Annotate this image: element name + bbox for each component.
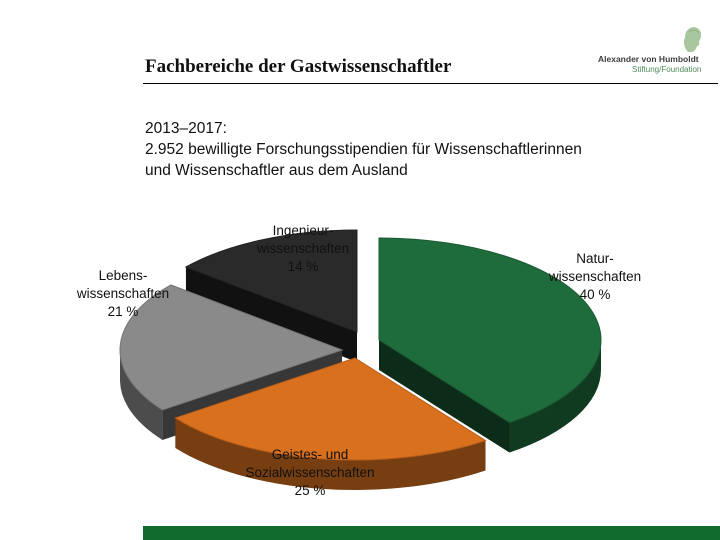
logo-name: Alexander von Humboldt: [598, 54, 699, 64]
pie-side-nat: [509, 340, 601, 453]
slice-value: 21 %: [107, 304, 139, 319]
slice-value: 25 %: [294, 483, 326, 498]
pie-chart: [119, 229, 602, 490]
pie-slice-geist: [174, 357, 487, 461]
slice-label-line: Geistes- und: [271, 447, 349, 462]
pie-slice-ing: [184, 229, 358, 333]
slice-label-line: Lebens-: [98, 268, 148, 283]
logo-subtitle: Stiftung/Foundation: [632, 65, 702, 74]
subtitle: 2013–2017: 2.952 bewilligte Forschungsst…: [145, 118, 582, 181]
pie-edge-ing: [185, 266, 357, 362]
pie-slice-nat: [378, 237, 602, 424]
slice-label-ing: Ingenieur- wissenschaften 14 %: [228, 222, 378, 276]
slice-label-geist: Geistes- und Sozialwissenschaften 25 %: [210, 446, 410, 500]
slice-label-line: wissenschaften: [76, 286, 170, 301]
pie-slice-leben: [119, 284, 344, 411]
foundation-logo: Alexander von Humboldt Stiftung/Foundati…: [598, 24, 716, 80]
slice-label-line: Sozialwissenschaften: [245, 465, 375, 480]
portrait-icon: [684, 27, 702, 52]
subtitle-line: und Wissenschaftler aus dem Ausland: [145, 162, 408, 179]
title-divider: [143, 83, 718, 84]
slice-value: 14 %: [287, 259, 319, 274]
pie-edge-nat: [379, 340, 510, 453]
slice-label-line: wissenschaften: [548, 269, 642, 284]
footer-bar: [143, 526, 720, 540]
slice-label-leben: Lebens- wissenschaften 21 %: [48, 267, 198, 321]
subtitle-line: 2.952 bewilligte Forschungsstipendien fü…: [145, 141, 582, 158]
pie-side-leben: [120, 350, 163, 440]
slice-label-line: Ingenieur-: [272, 223, 334, 238]
slice-label-line: Natur-: [576, 251, 614, 266]
page-title: Fachbereiche der Gastwissenschaftler: [145, 56, 452, 77]
subtitle-line: 2013–2017:: [145, 120, 227, 137]
slice-value: 40 %: [579, 287, 611, 302]
slice-label-line: wissenschaften: [256, 241, 350, 256]
slice-label-nat: Natur- wissenschaften 40 %: [520, 250, 670, 304]
pie-side-geist: [175, 417, 486, 490]
